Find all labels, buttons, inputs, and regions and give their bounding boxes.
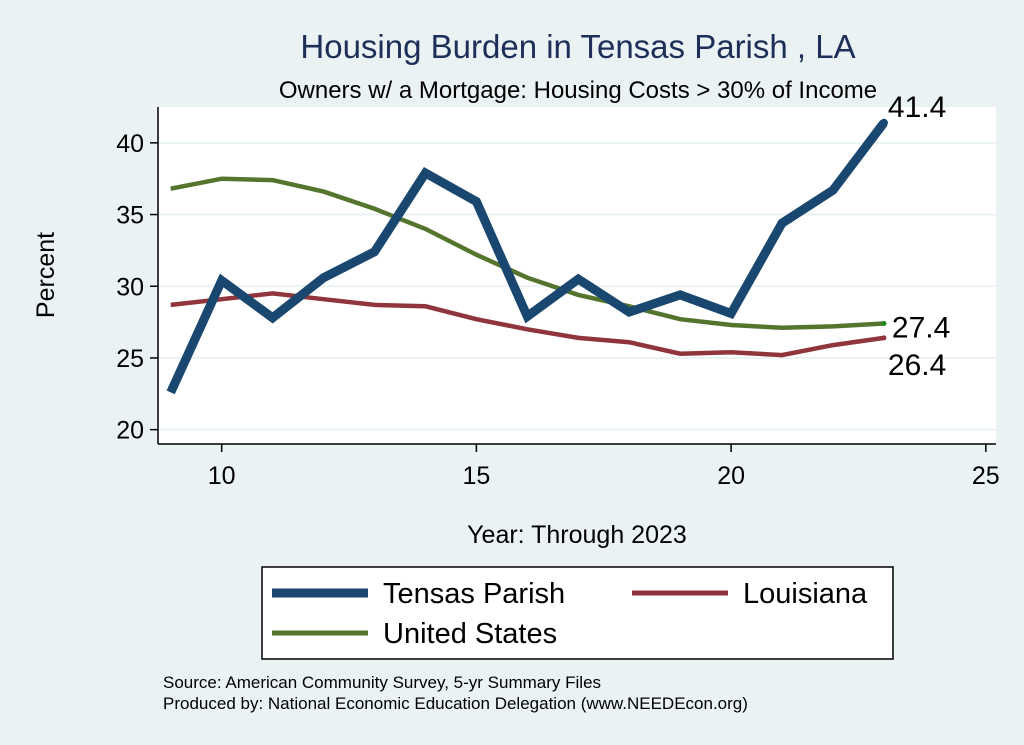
producer-note: Produced by: National Economic Education… [163, 694, 748, 713]
x-axis-label: Year: Through 2023 [467, 521, 687, 549]
y-tick-label: 30 [116, 273, 144, 301]
end-labels: 41.4 27.4 26.4 [888, 91, 950, 382]
end-label-tensas-parish: 41.4 [888, 91, 946, 124]
legend-label-tensas-parish: Tensas Parish [383, 578, 565, 610]
y-axis-label: Percent [32, 232, 60, 318]
y-tick-label: 25 [116, 345, 144, 373]
chart-subtitle: Owners w/ a Mortgage: Housing Costs > 30… [279, 77, 877, 104]
series-line-united-states [170, 176, 885, 331]
x-tick-label: 10 [208, 462, 236, 490]
x-axis: 10 15 20 25 [158, 443, 1000, 490]
y-tick-label: 35 [116, 202, 144, 230]
gridlines [158, 141, 996, 431]
end-label-louisiana: 26.4 [888, 349, 946, 382]
legend-label-louisiana: Louisiana [743, 578, 868, 610]
legend: Tensas Parish Louisiana United States [261, 566, 894, 660]
series-end-marker-united-states [881, 321, 887, 327]
series-end-marker-louisiana [881, 335, 887, 341]
source-note: Source: American Community Survey, 5-yr … [163, 673, 601, 692]
legend-box [261, 566, 894, 660]
x-tick-label: 20 [717, 462, 745, 490]
chart-title: Housing Burden in Tensas Parish , LA [300, 28, 855, 65]
end-label-united-states: 27.4 [892, 312, 950, 345]
series-line-louisiana [170, 291, 885, 358]
y-axis: 20 25 30 35 40 [116, 107, 159, 445]
x-tick-label: 25 [972, 462, 1000, 490]
y-tick-label: 40 [116, 130, 144, 158]
series-end-marker-tensas-parish [879, 118, 888, 127]
series-line-tensas-parish [166, 120, 888, 395]
legend-label-united-states: United States [383, 618, 557, 650]
x-tick-label: 15 [462, 462, 490, 490]
y-tick-label: 20 [116, 417, 144, 445]
series-lines [166, 118, 888, 395]
